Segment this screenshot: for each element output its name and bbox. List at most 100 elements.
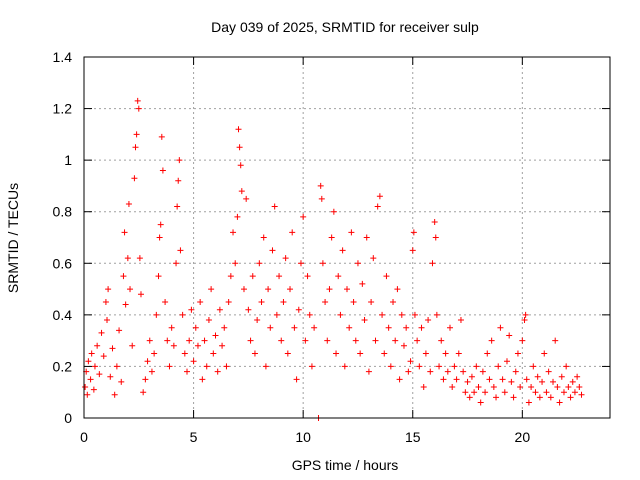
data-point: [508, 378, 515, 385]
data-point: [403, 324, 410, 331]
data-point: [159, 167, 166, 174]
data-point: [490, 384, 497, 391]
data-point: [442, 350, 449, 357]
data-point: [134, 97, 141, 104]
data-point: [249, 273, 256, 280]
data-point: [471, 389, 478, 396]
data-point: [153, 311, 160, 318]
data-point: [98, 329, 105, 336]
data-point: [383, 273, 390, 280]
data-point: [477, 399, 484, 406]
data-point: [158, 133, 165, 140]
data-point: [365, 368, 372, 375]
data-point: [223, 363, 230, 370]
data-point: [436, 363, 443, 370]
data-point: [90, 386, 97, 393]
data-point: [273, 311, 280, 318]
data-point: [300, 213, 307, 220]
data-point: [376, 193, 383, 200]
data-point: [256, 260, 263, 267]
data-point: [96, 371, 103, 378]
data-point: [181, 350, 188, 357]
data-point: [438, 337, 445, 344]
data-point: [210, 350, 217, 357]
data-point: [124, 255, 131, 262]
data-point: [517, 384, 524, 391]
chart-title: Day 039 of 2025, SRMTID for receiver sul…: [211, 19, 479, 35]
data-point: [545, 368, 552, 375]
data-point: [132, 144, 139, 151]
data-point: [411, 311, 418, 318]
data-point: [521, 317, 528, 324]
data-point: [135, 105, 142, 112]
data-point: [385, 324, 392, 331]
data-point: [407, 358, 414, 365]
data-point: [565, 384, 572, 391]
data-point: [554, 384, 561, 391]
data-point: [271, 203, 278, 210]
data-point: [194, 342, 201, 349]
data-point: [497, 324, 504, 331]
y-tick-label: 0: [64, 410, 72, 426]
data-point: [381, 350, 388, 357]
data-point: [260, 234, 267, 241]
data-point: [287, 286, 294, 293]
data-point: [333, 350, 340, 357]
data-point: [466, 394, 473, 401]
x-axis-label: GPS time / hours: [292, 457, 399, 473]
data-point: [219, 342, 226, 349]
data-point: [113, 363, 120, 370]
data-point: [394, 286, 401, 293]
data-point: [295, 306, 302, 313]
x-tick-label: 15: [405, 429, 421, 445]
data-point: [232, 260, 239, 267]
data-point: [451, 363, 458, 370]
data-point: [563, 363, 570, 370]
data-point: [429, 260, 436, 267]
data-point: [104, 317, 111, 324]
data-point: [482, 389, 489, 396]
x-tick-label: 0: [80, 429, 88, 445]
data-point: [578, 391, 585, 398]
data-point: [146, 337, 153, 344]
data-point: [523, 376, 530, 383]
data-point: [225, 298, 232, 305]
data-point: [173, 260, 180, 267]
data-point: [201, 337, 208, 344]
data-point: [214, 368, 221, 375]
data-point: [212, 332, 219, 339]
data-point: [91, 363, 98, 370]
data-point: [468, 373, 475, 380]
data-point: [499, 376, 506, 383]
data-point: [390, 298, 397, 305]
data-point: [254, 317, 261, 324]
data-point: [221, 324, 228, 331]
data-point: [414, 337, 421, 344]
data-point: [352, 337, 359, 344]
data-point: [133, 131, 140, 138]
data-point: [576, 384, 583, 391]
data-point: [302, 337, 309, 344]
data-point: [238, 188, 245, 195]
data-point: [493, 394, 500, 401]
data-point: [433, 311, 440, 318]
data-point: [311, 324, 318, 331]
x-tick-label: 10: [295, 429, 311, 445]
data-point: [291, 324, 298, 331]
data-point: [357, 350, 364, 357]
data-point: [539, 378, 546, 385]
data-point: [556, 399, 563, 406]
data-point: [361, 317, 368, 324]
data-point: [82, 384, 89, 391]
data-point: [354, 260, 361, 267]
data-point: [416, 363, 423, 370]
data-point: [486, 376, 493, 383]
data-point: [552, 337, 559, 344]
data-point: [432, 234, 439, 241]
data-point: [319, 260, 326, 267]
data-point: [322, 298, 329, 305]
data-point: [192, 324, 199, 331]
data-point: [449, 384, 456, 391]
data-point: [400, 342, 407, 349]
